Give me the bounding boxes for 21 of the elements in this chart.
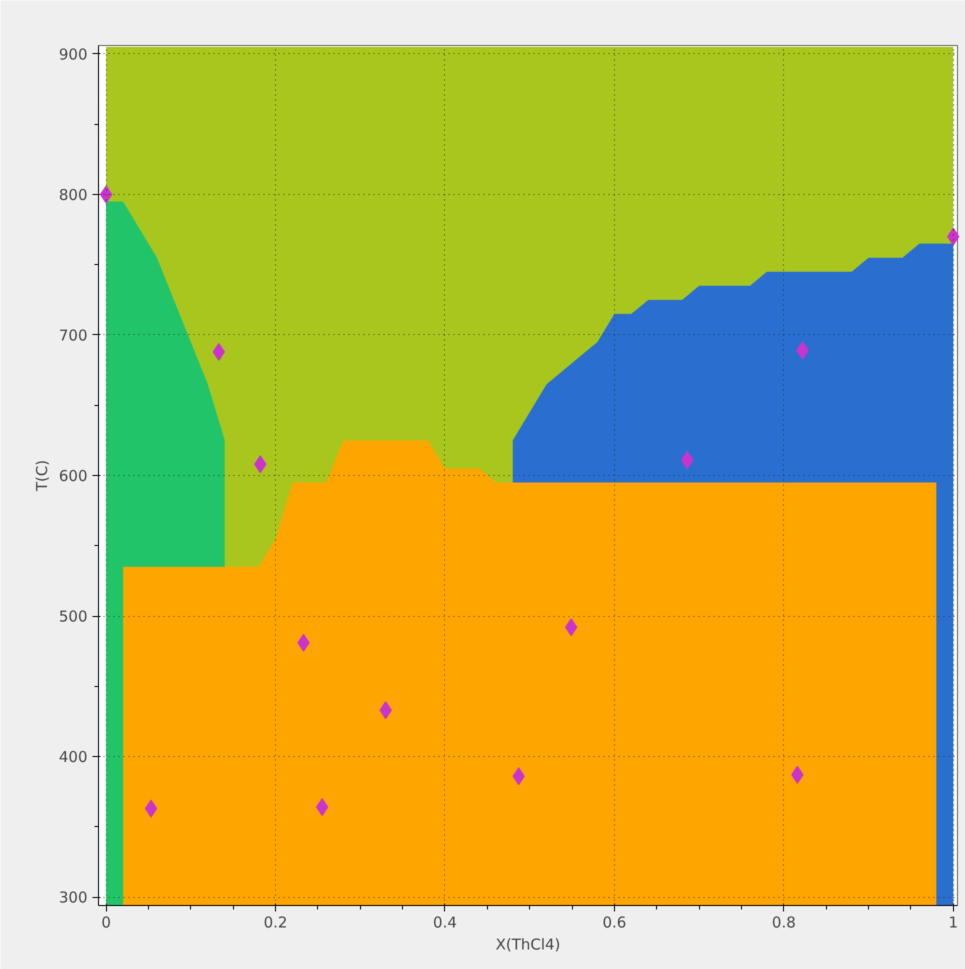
- y-tick-label: 400: [58, 748, 88, 766]
- x-tick-label: 0.6: [602, 914, 626, 932]
- x-tick-label: 0.8: [772, 914, 796, 932]
- point: [316, 798, 328, 816]
- y-tick-label: 900: [58, 45, 88, 64]
- y-tick-label: 600: [58, 467, 88, 485]
- y-tick-label: 700: [58, 326, 88, 344]
- x-tick-label: 1: [948, 914, 958, 932]
- y-tick-label: 500: [58, 608, 88, 626]
- y-tick-label: 300: [58, 888, 88, 907]
- x-tick-label: 0.4: [433, 914, 457, 932]
- point: [796, 341, 809, 360]
- point: [297, 634, 310, 652]
- point: [791, 766, 804, 784]
- x-axis-title: X(ThCl4): [496, 936, 560, 954]
- point: [144, 800, 158, 818]
- x-tick-label: 0: [101, 914, 111, 932]
- y-axis-title: T(C): [32, 460, 51, 492]
- x-tick-label: 0.2: [264, 914, 288, 932]
- y-tick-label: 800: [58, 186, 88, 204]
- point: [100, 185, 112, 204]
